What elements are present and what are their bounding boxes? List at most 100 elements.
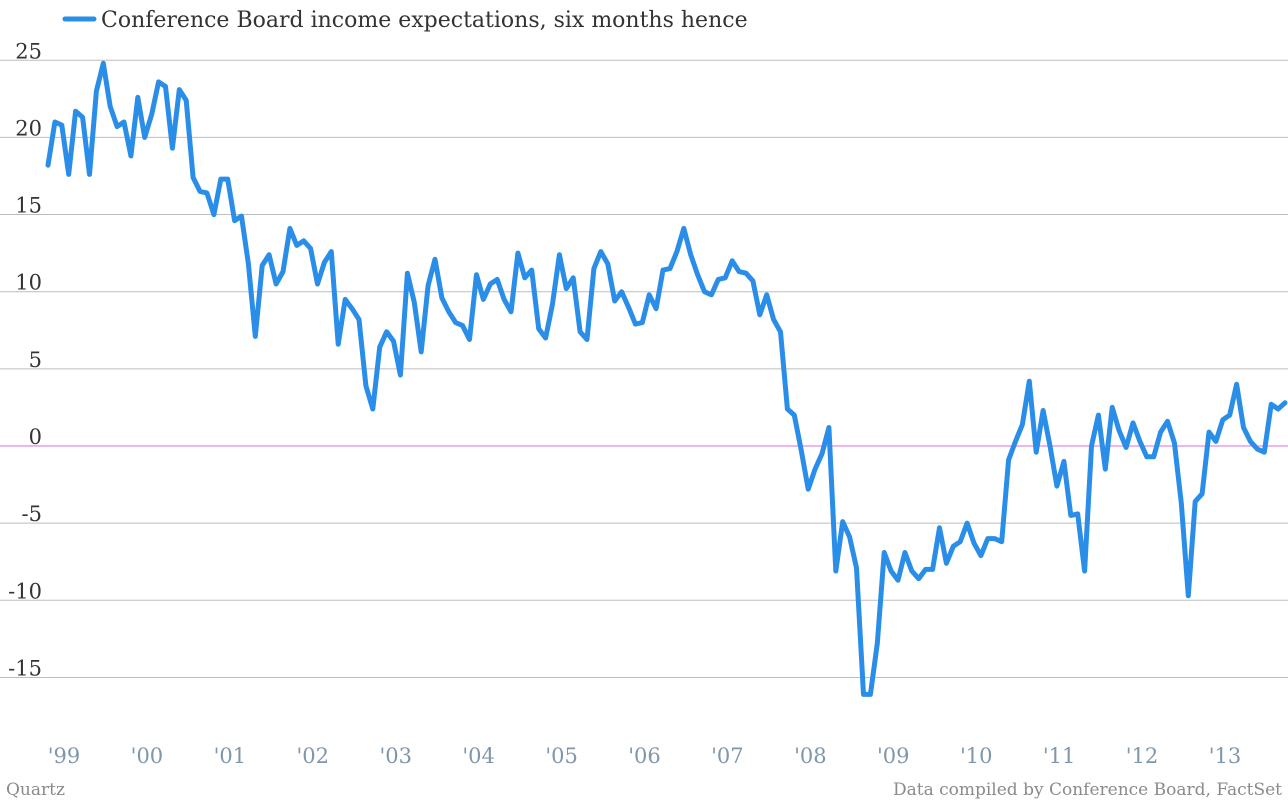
data-point — [924, 568, 927, 571]
data-point — [420, 350, 423, 353]
data-point — [1242, 426, 1245, 429]
x-tick-label: '11 — [1043, 744, 1076, 768]
data-point — [731, 259, 734, 262]
data-point — [454, 321, 457, 324]
data-point — [185, 99, 188, 102]
data-point — [95, 90, 98, 93]
y-tick-label: 25 — [15, 39, 42, 63]
data-point — [47, 164, 50, 167]
data-point — [1083, 570, 1086, 573]
x-tick-label: '07 — [711, 744, 744, 768]
data-point — [316, 283, 319, 286]
data-point — [309, 247, 312, 250]
y-tick-label: -15 — [8, 656, 42, 680]
data-point — [710, 293, 713, 296]
data-point — [88, 173, 91, 176]
x-axis-ticks: '99 '00 '01 '02 '03 '04 '05 '06 '07 '08 '09 '10 '11 '… — [48, 744, 1241, 768]
data-point — [468, 338, 471, 341]
x-tick-label: '05 — [545, 744, 578, 768]
data-point — [1214, 440, 1217, 443]
x-tick-label: '13 — [1209, 744, 1242, 768]
y-tick-label: 20 — [15, 116, 42, 140]
x-tick-label: '00 — [131, 744, 164, 768]
data-point — [178, 88, 181, 91]
data-point — [261, 264, 264, 267]
data-point — [897, 579, 900, 582]
data-point — [758, 313, 761, 316]
data-point — [516, 252, 519, 255]
data-point — [1270, 403, 1273, 406]
data-point — [627, 306, 630, 309]
data-point — [447, 310, 450, 313]
data-point — [1180, 502, 1183, 505]
y-axis-ticks: 25 20 15 10 5 0 -5 -10 -15 — [8, 39, 42, 680]
data-point — [779, 330, 782, 333]
data-point — [793, 414, 796, 417]
data-point — [1035, 451, 1038, 454]
x-tick-label: '03 — [379, 744, 412, 768]
y-tick-label: 15 — [15, 194, 42, 218]
data-point — [634, 323, 637, 326]
data-point — [503, 298, 506, 301]
data-point — [351, 307, 354, 310]
data-point — [751, 279, 754, 282]
data-point — [814, 468, 817, 471]
data-point — [1228, 414, 1231, 417]
data-point — [295, 244, 298, 247]
data-point — [482, 298, 485, 301]
data-point — [807, 488, 810, 491]
data-point — [655, 307, 658, 310]
data-point — [903, 551, 906, 554]
data-point — [1145, 455, 1148, 458]
data-point — [834, 570, 837, 573]
data-point — [337, 343, 340, 346]
data-point — [876, 642, 879, 645]
data-point — [938, 526, 941, 529]
x-tick-label: '10 — [960, 744, 993, 768]
data-point — [475, 273, 478, 276]
data-point — [565, 287, 568, 290]
data-point — [60, 124, 63, 127]
data-point — [648, 293, 651, 296]
data-point — [1000, 540, 1003, 543]
data-point — [986, 537, 989, 540]
data-point — [1062, 460, 1065, 463]
x-tick-label: '08 — [794, 744, 827, 768]
data-point — [855, 566, 858, 569]
data-point — [1208, 431, 1211, 434]
data-point — [558, 253, 561, 256]
data-point — [586, 338, 589, 341]
legend-label: Conference Board income expectations, si… — [101, 8, 748, 33]
data-point — [579, 330, 582, 333]
data-point — [945, 562, 948, 565]
data-point — [510, 310, 513, 313]
y-tick-label: -10 — [8, 579, 42, 603]
series-line-income-expectations — [45, 60, 1288, 697]
data-point — [1111, 406, 1114, 409]
data-point — [275, 283, 278, 286]
x-tick-label: '06 — [628, 744, 661, 768]
data-source-note: Data compiled by Conference Board, FactS… — [893, 780, 1282, 800]
data-point — [461, 324, 464, 327]
data-point — [641, 321, 644, 324]
data-point — [358, 318, 361, 321]
data-point — [268, 253, 271, 256]
data-point — [74, 110, 77, 113]
data-point — [123, 121, 126, 124]
data-point — [869, 693, 872, 696]
data-point — [67, 173, 70, 176]
data-point — [841, 520, 844, 523]
data-point — [150, 113, 153, 116]
data-point — [81, 116, 84, 119]
data-point — [302, 239, 305, 242]
data-point — [1090, 445, 1093, 448]
data-point — [1284, 401, 1287, 404]
data-point — [745, 272, 748, 275]
data-point — [1152, 455, 1155, 458]
data-point — [1221, 418, 1224, 421]
data-point — [620, 290, 623, 293]
data-point — [910, 570, 913, 573]
y-tick-label: 10 — [15, 271, 42, 295]
data-point — [427, 284, 430, 287]
